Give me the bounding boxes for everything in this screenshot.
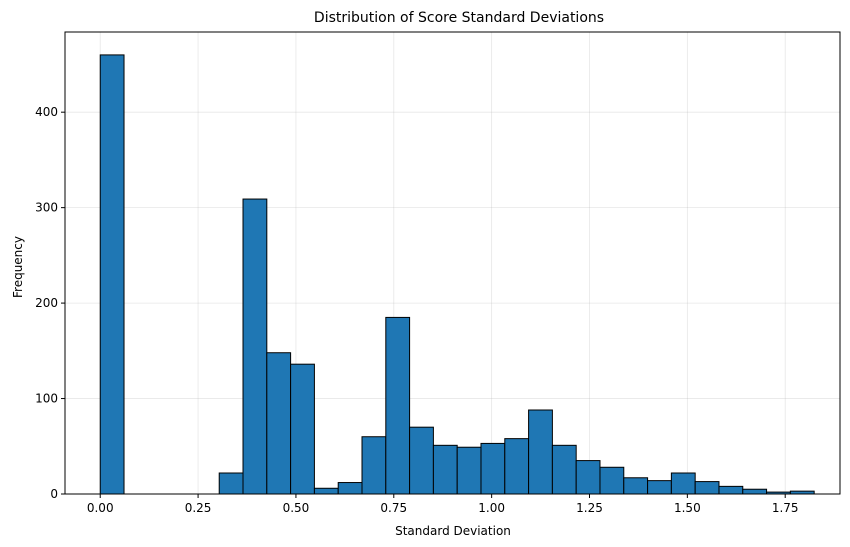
- y-tick-label: 400: [35, 105, 58, 119]
- histogram-bar: [528, 409, 553, 495]
- y-tick-label: 200: [35, 296, 58, 310]
- histogram-bar: [361, 436, 387, 495]
- histogram-bar: [290, 363, 315, 495]
- histogram-bar: [218, 472, 244, 495]
- chart-title: Distribution of Score Standard Deviation…: [314, 10, 604, 26]
- histogram-bar: [623, 477, 649, 495]
- x-tick-label: 0.75: [380, 501, 407, 515]
- histogram-bar: [742, 488, 768, 495]
- histogram-bar: [266, 352, 292, 495]
- histogram-bar: [337, 482, 363, 495]
- y-tick-label: 300: [35, 201, 58, 215]
- histogram-bar: [456, 446, 482, 495]
- histogram-bar: [551, 444, 577, 495]
- grid: [65, 32, 840, 495]
- histogram-bar: [647, 480, 672, 495]
- histogram-bar: [694, 481, 720, 495]
- histogram-bar: [409, 426, 434, 495]
- plot-frame: [64, 31, 841, 495]
- x-tick-label: 0.25: [185, 501, 212, 515]
- y-tick-label: 100: [35, 392, 58, 406]
- y-tick-label: 0: [50, 487, 58, 501]
- y-axis-ticks: 0 100 200 300 400: [35, 105, 65, 501]
- x-tick-label: 1.75: [772, 501, 799, 515]
- x-tick-label: 0.00: [87, 501, 114, 515]
- histogram-bar: [599, 466, 625, 495]
- histogram-bar: [670, 472, 696, 495]
- histogram-bar: [99, 54, 125, 495]
- x-tick-label: 0.50: [283, 501, 310, 515]
- histogram-bar: [385, 316, 411, 495]
- x-axis-label: Standard Deviation: [395, 524, 511, 538]
- histogram-bar: [313, 487, 339, 495]
- histogram-bar: [718, 485, 744, 495]
- x-tick-label: 1.25: [576, 501, 603, 515]
- histogram-bar: [480, 442, 506, 495]
- x-axis-ticks: 0.00 0.25 0.50 0.75 1.00 1.25 1.50 1.75: [87, 494, 799, 515]
- histogram-bar: [575, 460, 601, 495]
- histogram-bar: [242, 198, 268, 495]
- bars: [99, 54, 815, 495]
- y-axis-label: Frequency: [11, 236, 25, 298]
- histogram-bar: [432, 444, 458, 495]
- x-tick-label: 1.50: [674, 501, 701, 515]
- histogram-bar: [504, 438, 530, 495]
- x-tick-label: 1.00: [478, 501, 505, 515]
